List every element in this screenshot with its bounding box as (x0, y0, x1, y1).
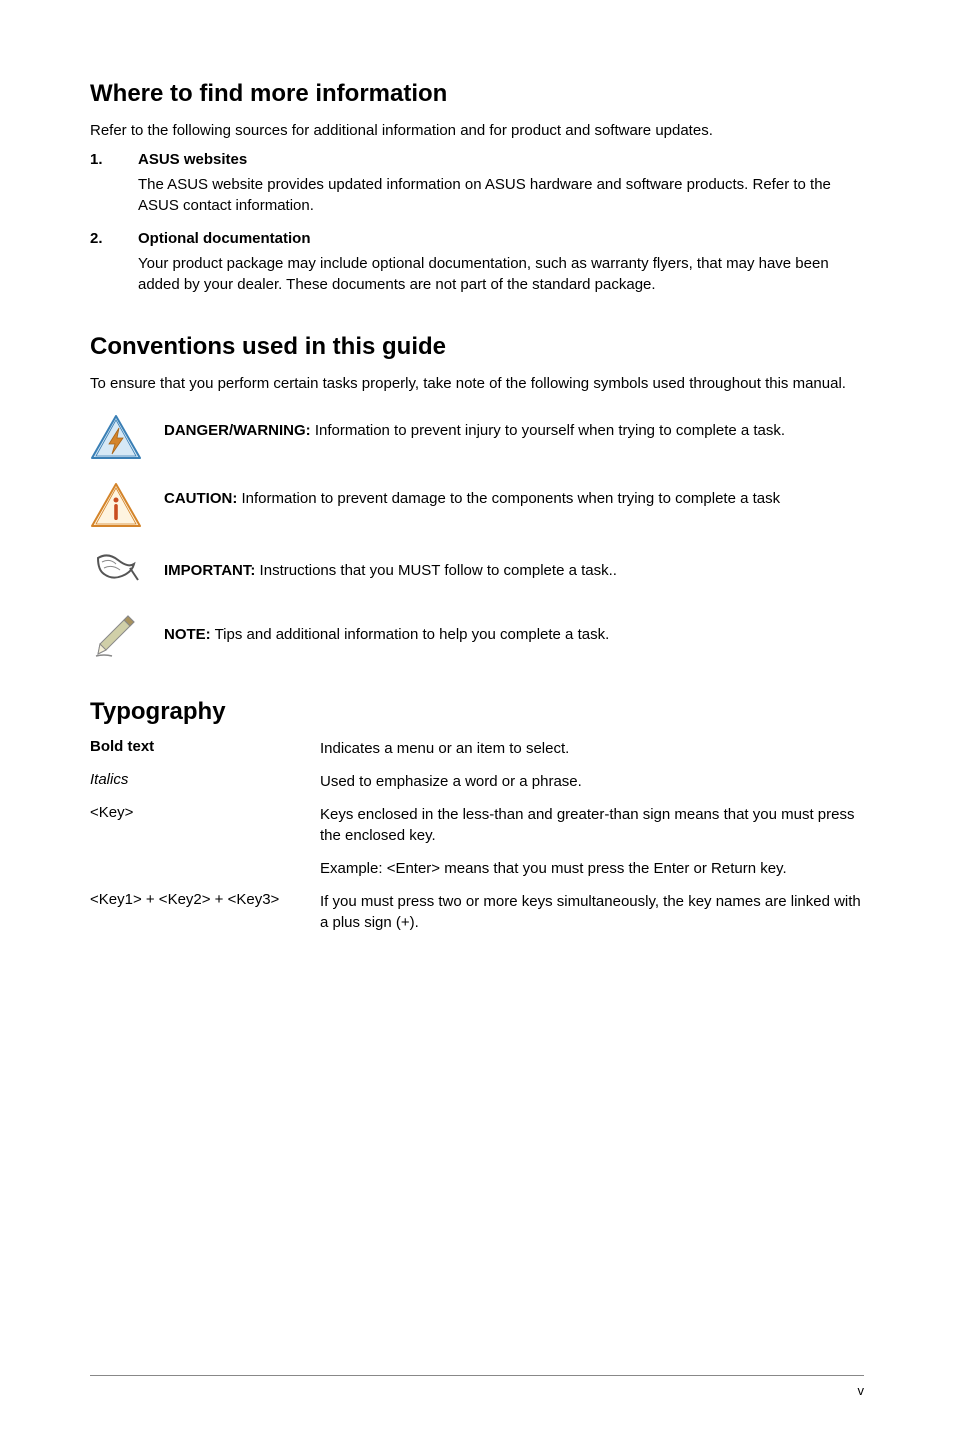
convention-text: NOTE: Tips and additional information to… (146, 612, 864, 645)
table-row: <Key1> + <Key2> + <Key3> If you must pre… (90, 891, 864, 933)
important-icon (90, 550, 146, 590)
typo-term: <Key1> + <Key2> + <Key3> (90, 891, 320, 933)
section2-intro: To ensure that you perform certain tasks… (90, 373, 864, 394)
conventions-list: DANGER/WARNING: Information to prevent i… (90, 414, 864, 660)
list-item: Optional documentation Your product pack… (90, 230, 864, 295)
convention-label: NOTE: (164, 626, 211, 643)
section-heading-where-to-find: Where to find more information (90, 80, 864, 108)
convention-text: DANGER/WARNING: Information to prevent i… (146, 414, 864, 441)
danger-icon (90, 414, 146, 460)
typo-desc: Indicates a menu or an item to select. (320, 738, 864, 759)
convention-label: DANGER/WARNING: (164, 422, 311, 439)
typo-desc: If you must press two or more keys simul… (320, 891, 864, 933)
caution-icon (90, 482, 146, 528)
typo-desc: Used to emphasize a word or a phrase. (320, 771, 864, 792)
convention-text: IMPORTANT: Instructions that you MUST fo… (146, 550, 864, 581)
note-icon (90, 612, 146, 660)
typography-table: Bold text Indicates a menu or an item to… (90, 738, 864, 933)
list-item-title: ASUS websites (138, 151, 864, 168)
convention-note: NOTE: Tips and additional information to… (90, 612, 864, 660)
list-item-title: Optional documentation (138, 230, 864, 247)
typo-term (90, 858, 320, 879)
list-item: ASUS websites The ASUS website provides … (90, 151, 864, 216)
convention-desc: Information to prevent damage to the com… (237, 490, 780, 507)
convention-caution: CAUTION: Information to prevent damage t… (90, 482, 864, 528)
list-item-body: The ASUS website provides updated inform… (138, 174, 864, 216)
typo-desc: Example: <Enter> means that you must pre… (320, 858, 864, 879)
info-sources-list: ASUS websites The ASUS website provides … (90, 151, 864, 295)
table-row: Italics Used to emphasize a word or a ph… (90, 771, 864, 792)
section-heading-conventions: Conventions used in this guide (90, 333, 864, 361)
convention-danger: DANGER/WARNING: Information to prevent i… (90, 414, 864, 460)
convention-desc: Tips and additional information to help … (211, 626, 610, 643)
footer-rule (90, 1375, 864, 1376)
table-row: Example: <Enter> means that you must pre… (90, 858, 864, 879)
typo-term: <Key> (90, 804, 320, 846)
typo-term: Bold text (90, 738, 320, 759)
table-row: Bold text Indicates a menu or an item to… (90, 738, 864, 759)
typo-desc: Keys enclosed in the less-than and great… (320, 804, 864, 846)
convention-desc: Information to prevent injury to yoursel… (311, 422, 785, 439)
convention-desc: Instructions that you MUST follow to com… (255, 562, 617, 579)
page-number: v (858, 1383, 865, 1398)
convention-label: IMPORTANT: (164, 562, 255, 579)
convention-label: CAUTION: (164, 490, 237, 507)
convention-text: CAUTION: Information to prevent damage t… (146, 482, 864, 509)
section-heading-typography: Typography (90, 698, 864, 726)
convention-important: IMPORTANT: Instructions that you MUST fo… (90, 550, 864, 590)
list-item-body: Your product package may include optiona… (138, 253, 864, 295)
typo-term: Italics (90, 771, 320, 792)
table-row: <Key> Keys enclosed in the less-than and… (90, 804, 864, 846)
section1-intro: Refer to the following sources for addit… (90, 120, 864, 141)
